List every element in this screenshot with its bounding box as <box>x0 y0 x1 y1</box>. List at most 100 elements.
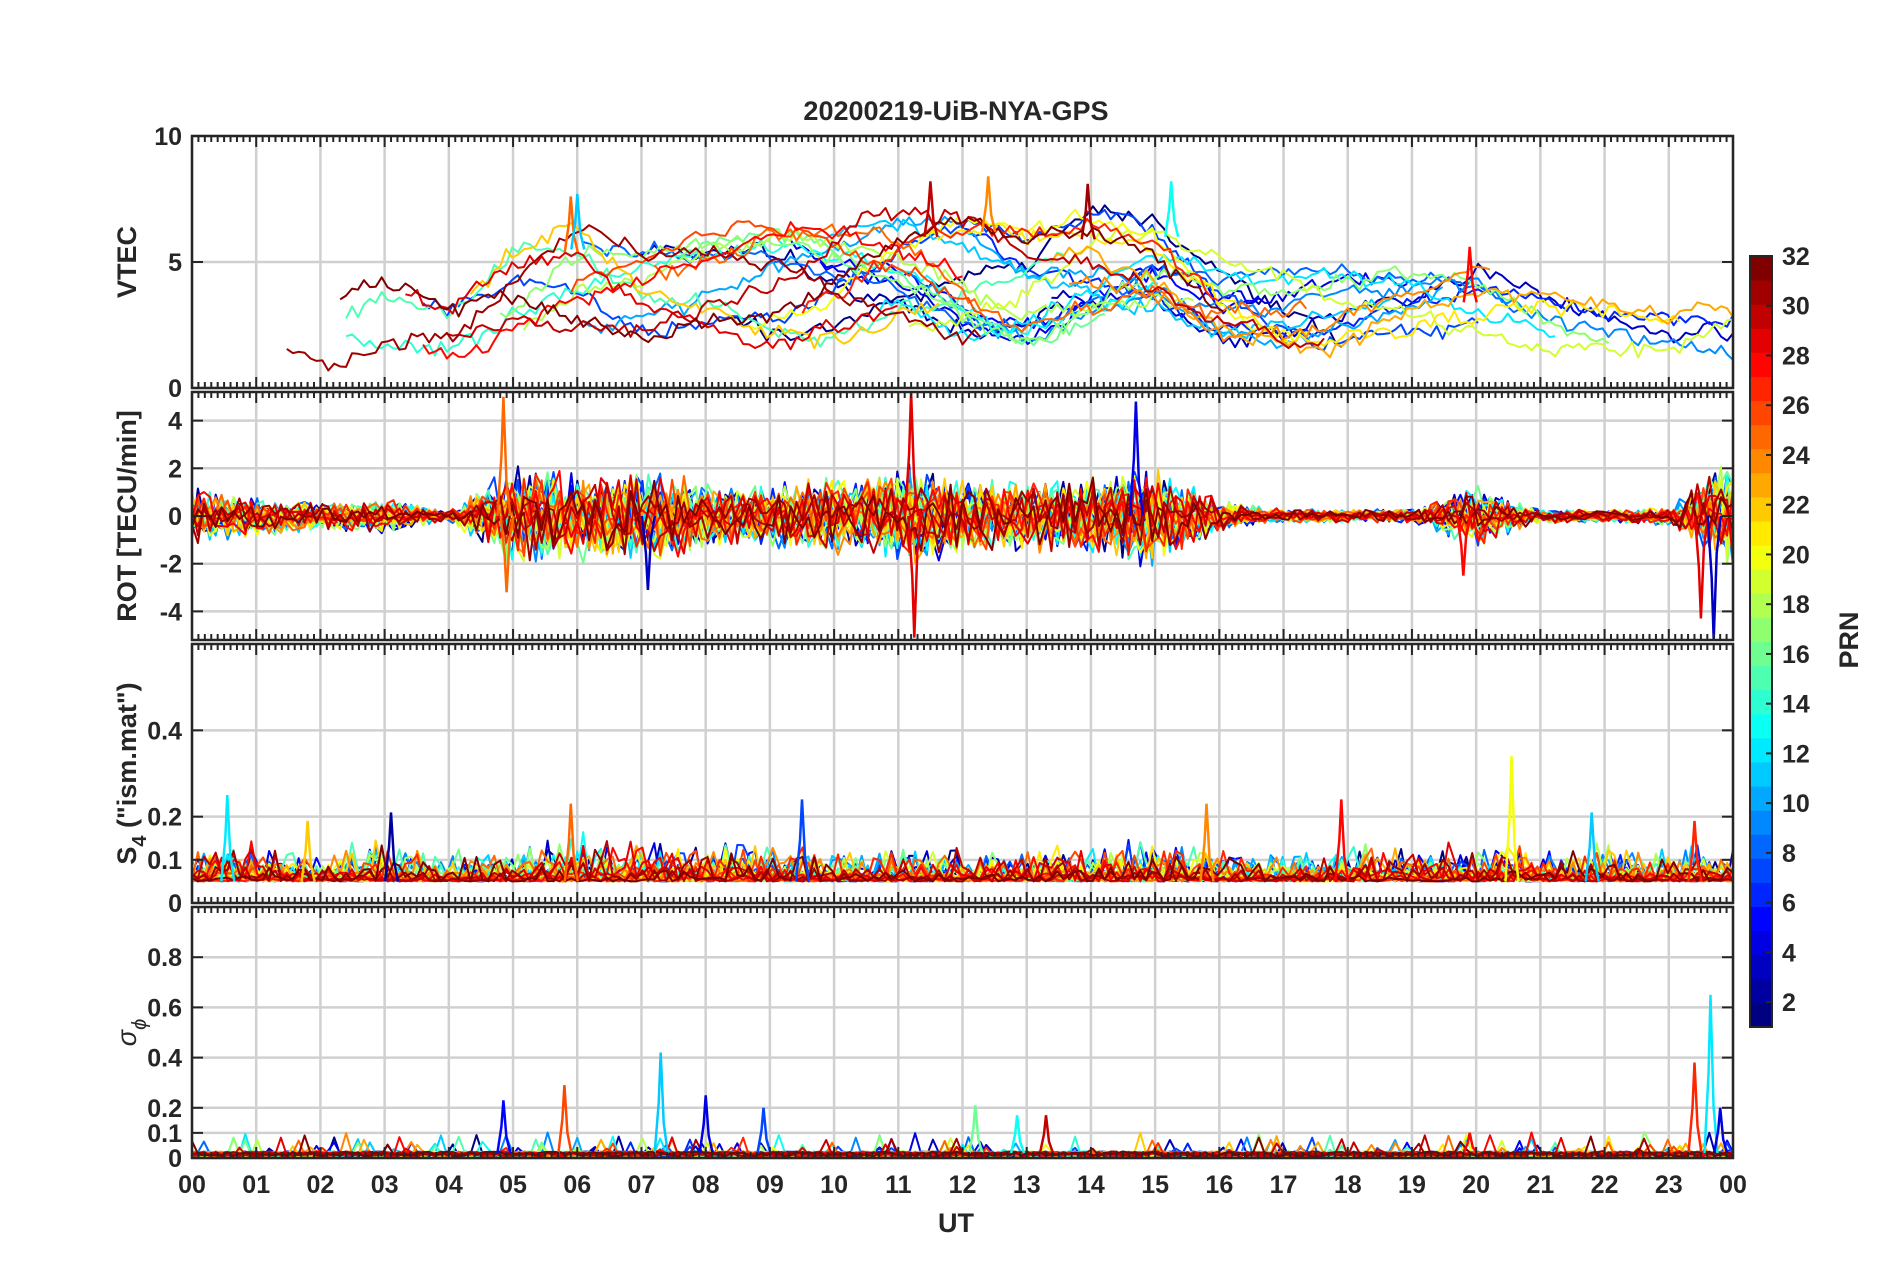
x-tick-label: 21 <box>1526 1171 1554 1199</box>
peak-mark-prn-11 <box>570 193 586 250</box>
x-tick-label: 01 <box>242 1171 270 1199</box>
series-line-prn-31 <box>192 848 1733 883</box>
y-axis-label-sub: ϕ <box>129 1019 151 1030</box>
x-tick-label: 00 <box>178 1171 206 1199</box>
y-tick-label: 0.1 <box>147 1120 182 1148</box>
y-tick-label: 0.8 <box>147 944 182 972</box>
x-tick-label: 15 <box>1141 1171 1169 1199</box>
colorbar-segment <box>1750 376 1772 402</box>
x-tick-label: 19 <box>1398 1171 1426 1199</box>
peak-mark-prn-28 <box>1456 515 1472 576</box>
colorbar-tick-label: 2 <box>1782 989 1796 1017</box>
y-axis-label-main: σ <box>112 1028 142 1046</box>
colorbar-segment <box>1750 978 1772 1004</box>
peak-mark-prn-13 <box>1163 181 1180 238</box>
x-tick-label: 12 <box>949 1171 977 1199</box>
series-line-prn-32 <box>192 476 1733 552</box>
x-tick-label: 23 <box>1655 1171 1683 1199</box>
peak-mark-prn-27 <box>1687 1062 1703 1154</box>
series-group <box>192 756 1733 883</box>
peak-mark-prn-28 <box>1334 799 1350 882</box>
peak-mark-prn-31 <box>1080 183 1096 240</box>
minor-ticks <box>191 136 1734 388</box>
panel-rot: -4 -2 0 2 4 ROT [TECU/min] <box>112 390 1735 642</box>
panel-vtec: 0 5 10 VTEC <box>112 123 1735 403</box>
series-line-prn-6 <box>962 227 1733 339</box>
peak-mark-prn-24 <box>980 176 997 233</box>
y-tick-label: 0.2 <box>147 804 182 832</box>
colorbar-segment <box>1750 882 1772 908</box>
x-tick-label: 13 <box>1013 1171 1041 1199</box>
peak-mark-prn-12 <box>1703 994 1719 1154</box>
series-line-prn-31 <box>286 224 982 372</box>
minor-ticks <box>191 644 1734 903</box>
colorbar-tick-label: 30 <box>1782 293 1810 321</box>
colorbar-segment <box>1750 617 1772 642</box>
series-line-prn-26 <box>570 220 987 320</box>
colorbar-segment <box>1750 280 1772 305</box>
colorbar-segment <box>1750 906 1772 932</box>
peak-mark-prn-29 <box>1693 515 1710 619</box>
colorbar-segment <box>1750 593 1772 618</box>
minor-ticks <box>191 392 1734 640</box>
y-tick-label: 0 <box>168 503 182 531</box>
peak-mark-prn-27 <box>1687 820 1703 882</box>
colorbar-tick-label: 20 <box>1782 541 1810 569</box>
peak-mark-prn-20 <box>1504 756 1520 882</box>
colorbar-segment <box>1750 328 1772 353</box>
grid <box>190 134 1735 390</box>
x-tick-label: 20 <box>1462 1171 1490 1199</box>
colorbar-tick-label: 32 <box>1782 243 1810 271</box>
colorbar-segment <box>1750 665 1772 691</box>
colorbar-segment <box>1750 352 1772 377</box>
colorbar-tick-label: 28 <box>1782 342 1810 370</box>
series-line-prn-32 <box>192 844 1733 883</box>
series-group <box>286 176 1733 372</box>
y-axis-label-rest: ("ism.mat") <box>112 682 142 835</box>
peak-mark-prn-4 <box>1128 401 1145 517</box>
y-tick-label: -4 <box>160 598 182 626</box>
x-tick-label: 09 <box>756 1171 784 1199</box>
y-axis-label: S4 ("ism.mat") <box>112 682 151 864</box>
colorbar-tick-label: 10 <box>1782 790 1810 818</box>
peak-mark-prn-28 <box>1462 1132 1478 1154</box>
minor-ticks <box>191 907 1734 1158</box>
colorbar-frame <box>1749 255 1773 1028</box>
peak-mark-prn-11 <box>653 1052 669 1154</box>
series-line-prn-32 <box>339 216 1224 344</box>
colorbar-segment <box>1750 304 1772 329</box>
colorbar-segment <box>1750 786 1772 811</box>
peak-mark-prn-24 <box>1199 803 1215 882</box>
peak-mark-prn-3 <box>1706 515 1722 640</box>
y-tick-label: 0.2 <box>147 1095 182 1123</box>
peak-mark-prn-12 <box>220 795 236 882</box>
series-line-prn-22 <box>469 222 940 350</box>
y-tick-label: 0.4 <box>147 1045 182 1073</box>
x-axis-label: UT <box>938 1208 974 1238</box>
x-tick-label: 11 <box>885 1171 912 1199</box>
y-axis-label-sub: 4 <box>129 835 151 847</box>
x-tick-label: 16 <box>1205 1171 1233 1199</box>
y-tick-label: 2 <box>168 455 182 483</box>
peak-mark-prn-22 <box>300 820 316 882</box>
peak-mark-prn-25 <box>563 196 580 253</box>
x-axis-ticks: 00 01 02 03 04 05 06 07 08 09 10 11 12 13 14 15 16 17 18 19… <box>178 1171 1747 1199</box>
x-tick-label: 03 <box>371 1171 399 1199</box>
series-line-prn-5 <box>819 258 1260 330</box>
series-line-prn-29 <box>405 251 898 351</box>
colorbar-segment <box>1750 713 1772 739</box>
colorbar-tick-label: 24 <box>1782 442 1810 470</box>
y-tick-label: 0.4 <box>147 717 182 745</box>
series-line-prn-25 <box>653 223 1308 333</box>
peak-mark-prn-26 <box>557 1085 573 1154</box>
peak-mark-prn-29 <box>907 515 923 638</box>
y-axis-label: σϕ <box>112 1019 151 1046</box>
peak-mark-prn-25 <box>499 515 515 593</box>
colorbar-segment <box>1750 737 1772 763</box>
peak-mark-prn-4 <box>698 1095 714 1154</box>
colorbar-segment <box>1750 521 1772 546</box>
colorbar-segment <box>1750 930 1772 956</box>
x-tick-label: 10 <box>820 1171 848 1199</box>
colorbar-segment <box>1750 1002 1772 1028</box>
